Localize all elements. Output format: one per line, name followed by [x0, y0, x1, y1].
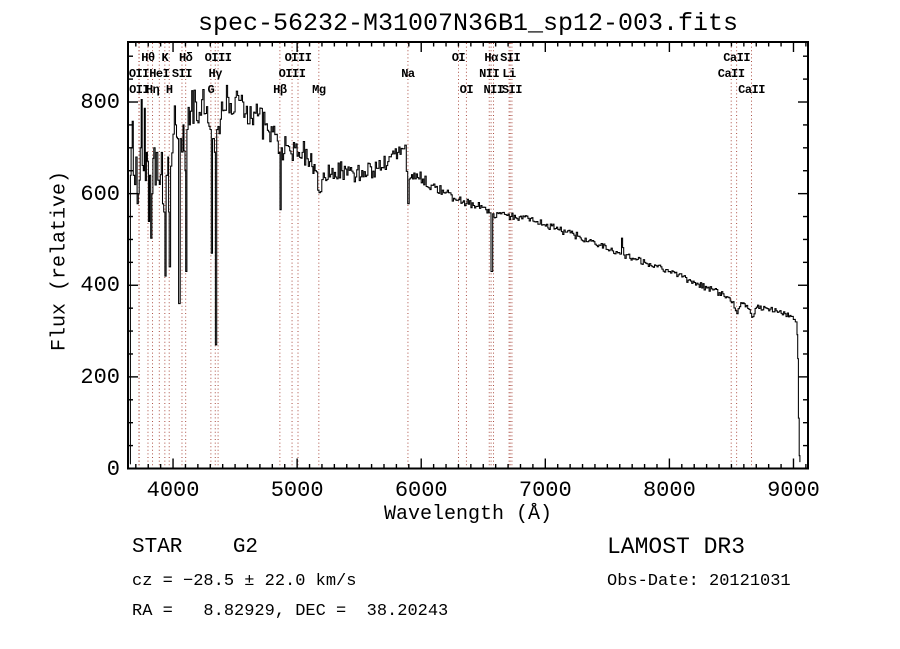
spectral-line-label: OI	[459, 83, 474, 97]
spectral-line-label: OIII	[204, 51, 232, 65]
spectral-line-label: G	[207, 83, 215, 97]
spectral-line-label: Hδ	[178, 51, 193, 65]
spectral-line-label: OI	[451, 51, 466, 65]
y-tick-label: 0	[106, 456, 120, 482]
x-tick-label: 7000	[518, 478, 572, 503]
y-tick-label: 800	[80, 90, 120, 115]
spectral-line-label: Hγ	[208, 67, 223, 81]
spectral-line-label: OIII	[284, 51, 312, 65]
spectral-line-label: Hθ	[141, 51, 155, 65]
spectral-line-label: CaII	[717, 67, 745, 81]
x-tick-label: 5000	[270, 478, 324, 503]
x-tick-label: 4000	[146, 478, 200, 503]
y-tick-label: 400	[80, 273, 120, 299]
spectral-line-label: Hη	[145, 83, 160, 97]
spectral-line-label: OII	[128, 67, 150, 81]
spectral-line-label: HeI	[149, 67, 170, 81]
spectral-line-label: Li	[502, 67, 516, 81]
x-tick-label: 8000	[642, 478, 696, 503]
plot-title: spec-56232-M31007N36B1_sp12-003.fits	[197, 9, 739, 38]
spectral-line-label: NII	[483, 83, 504, 97]
spectral-line-label: OIII	[278, 67, 306, 81]
x-axis-title: Wavelength (Å)	[383, 503, 553, 526]
spectral-line-label: Na	[401, 67, 415, 81]
spectral-line-label: H	[165, 83, 173, 97]
x-tick-label: 9000	[767, 478, 820, 503]
spectrum-trace	[129, 84, 801, 465]
y-tick-label: 600	[80, 181, 120, 207]
spectral-line-label: CaII	[723, 51, 751, 65]
spectral-line-label: K	[161, 51, 169, 65]
cz-text: cz = −28.5 ± 22.0 km/s	[132, 572, 357, 591]
spectral-line-label: Hα	[484, 51, 498, 65]
spectral-line-label: SII	[500, 51, 521, 65]
classification-text: STAR G2	[132, 536, 259, 559]
spectral-line-label: Mg	[312, 83, 326, 97]
spectral-line-label: SII	[171, 67, 193, 81]
radec-text: RA = 8.82929, DEC = 38.20243	[132, 602, 449, 621]
spectral-line-label: CaII	[738, 83, 765, 97]
plot-frame	[127, 41, 809, 470]
y-tick-label: 200	[80, 364, 120, 390]
spectral-line-markers	[138, 43, 752, 468]
spectral-line-label: SII	[501, 83, 523, 97]
obs-date-text: Obs-Date: 20121031	[607, 572, 791, 591]
spectral-line-label: NII	[479, 67, 500, 81]
x-tick-label: 6000	[394, 478, 448, 503]
spectral-line-label: OII	[129, 83, 150, 97]
spectral-line-label: Hβ	[273, 83, 287, 97]
survey-text: LAMOST DR3	[607, 534, 746, 560]
